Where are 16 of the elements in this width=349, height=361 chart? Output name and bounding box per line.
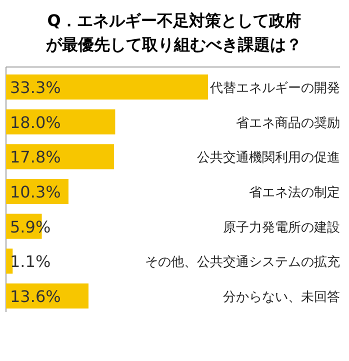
data-label: 18.0% xyxy=(10,112,61,132)
data-label: 10.3% xyxy=(10,182,61,202)
bar xyxy=(6,144,114,170)
bar xyxy=(6,109,116,134)
y-tick-label: 省エネ法の制定 xyxy=(249,186,340,200)
y-tick-label: 代替エネルギーの開発 xyxy=(209,81,340,96)
y-tick-label: 原子力発電所の建設 xyxy=(223,220,340,236)
y-tick-label: 公共交通機関利用の促進 xyxy=(197,150,340,166)
chart-title: Q．エネルギー不足対策として政府が最優先して取り組むべき課題は？ xyxy=(45,11,302,54)
data-label: 13.6% xyxy=(10,286,61,306)
data-label: 17.8% xyxy=(10,148,61,167)
y-tick-label: 分からない、未回答 xyxy=(223,290,340,305)
y-tick-label: その他、公共交通システムの拡充 xyxy=(145,254,340,270)
bar xyxy=(6,74,208,100)
data-label: 33.3% xyxy=(10,78,61,98)
y-tick-label: 省エネ商品の奨励 xyxy=(236,116,340,131)
